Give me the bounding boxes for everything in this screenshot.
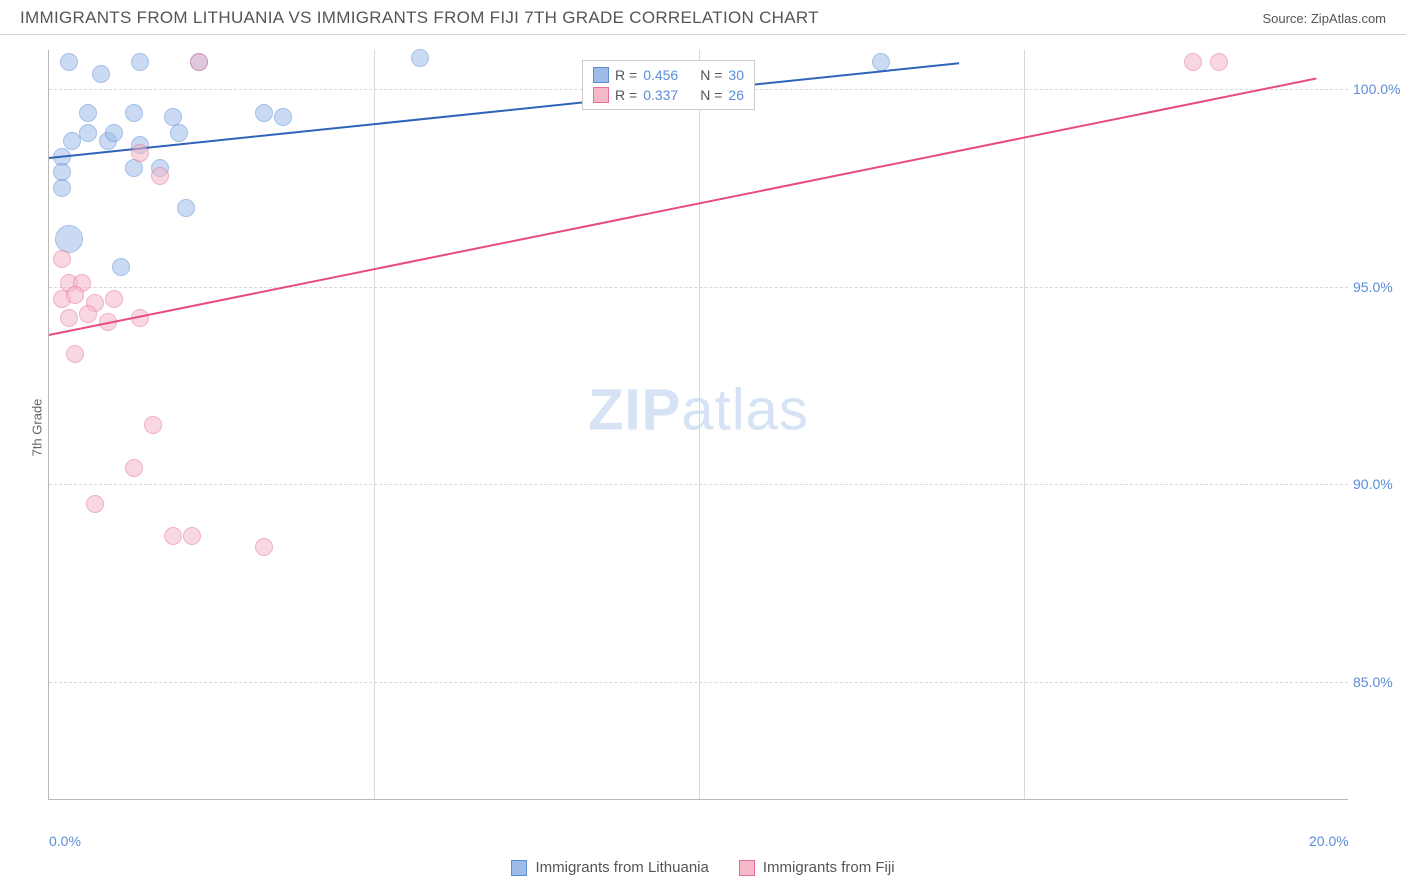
r-label: R =	[615, 87, 637, 103]
data-point	[125, 159, 143, 177]
data-point	[79, 124, 97, 142]
watermark-zip: ZIP	[588, 377, 681, 442]
gridline-v	[699, 50, 700, 799]
correlation-row: R = 0.337 N = 26	[593, 85, 744, 105]
trend-line	[49, 62, 959, 159]
gridline-v	[374, 50, 375, 799]
data-point	[112, 258, 130, 276]
legend-label-lithuania: Immigrants from Lithuania	[535, 859, 708, 876]
x-tick-label: 0.0%	[49, 833, 81, 849]
y-tick-label: 85.0%	[1353, 674, 1406, 690]
data-point	[170, 124, 188, 142]
data-point	[60, 309, 78, 327]
n-value: 30	[728, 67, 744, 83]
trend-line	[49, 78, 1317, 337]
data-point	[53, 250, 71, 268]
data-point	[63, 132, 81, 150]
n-label: N =	[700, 67, 722, 83]
data-point	[92, 65, 110, 83]
data-point	[144, 416, 162, 434]
data-point	[872, 53, 890, 71]
data-point	[1184, 53, 1202, 71]
data-point	[164, 527, 182, 545]
legend-item-fiji: Immigrants from Fiji	[739, 859, 895, 876]
n-label: N =	[700, 87, 722, 103]
swatch-icon	[593, 87, 609, 103]
legend-label-fiji: Immigrants from Fiji	[763, 859, 895, 876]
n-value: 26	[728, 87, 744, 103]
data-point	[411, 49, 429, 67]
data-point	[1210, 53, 1228, 71]
r-value: 0.337	[643, 87, 678, 103]
data-point	[125, 104, 143, 122]
data-point	[105, 290, 123, 308]
data-point	[255, 104, 273, 122]
data-point	[79, 305, 97, 323]
y-tick-label: 100.0%	[1353, 81, 1406, 97]
data-point	[255, 538, 273, 556]
correlation-legend: R = 0.456 N = 30 R = 0.337 N = 26	[582, 60, 755, 110]
data-point	[66, 286, 84, 304]
swatch-fiji	[739, 860, 755, 876]
swatch-lithuania	[511, 860, 527, 876]
data-point	[190, 53, 208, 71]
bottom-legend: Immigrants from Lithuania Immigrants fro…	[0, 859, 1406, 876]
data-point	[55, 225, 83, 253]
data-point	[151, 167, 169, 185]
data-point	[131, 53, 149, 71]
correlation-row: R = 0.456 N = 30	[593, 65, 744, 85]
data-point	[60, 53, 78, 71]
data-point	[105, 124, 123, 142]
data-point	[183, 527, 201, 545]
data-point	[131, 144, 149, 162]
data-point	[274, 108, 292, 126]
data-point	[86, 495, 104, 513]
data-point	[79, 104, 97, 122]
header: IMMIGRANTS FROM LITHUANIA VS IMMIGRANTS …	[0, 0, 1406, 35]
y-axis-label: 7th Grade	[29, 399, 44, 457]
r-label: R =	[615, 67, 637, 83]
y-tick-label: 90.0%	[1353, 476, 1406, 492]
data-point	[125, 459, 143, 477]
source-attribution: Source: ZipAtlas.com	[1262, 11, 1386, 26]
r-value: 0.456	[643, 67, 678, 83]
x-tick-label: 20.0%	[1309, 833, 1349, 849]
chart-title: IMMIGRANTS FROM LITHUANIA VS IMMIGRANTS …	[20, 8, 819, 28]
data-point	[53, 179, 71, 197]
swatch-icon	[593, 67, 609, 83]
data-point	[177, 199, 195, 217]
y-tick-label: 95.0%	[1353, 279, 1406, 295]
chart-plot-area: ZIPatlas 85.0%90.0%95.0%100.0%0.0%20.0%R…	[48, 50, 1348, 800]
data-point	[66, 345, 84, 363]
watermark-atlas: atlas	[681, 377, 809, 442]
legend-item-lithuania: Immigrants from Lithuania	[511, 859, 708, 876]
gridline-v	[1024, 50, 1025, 799]
